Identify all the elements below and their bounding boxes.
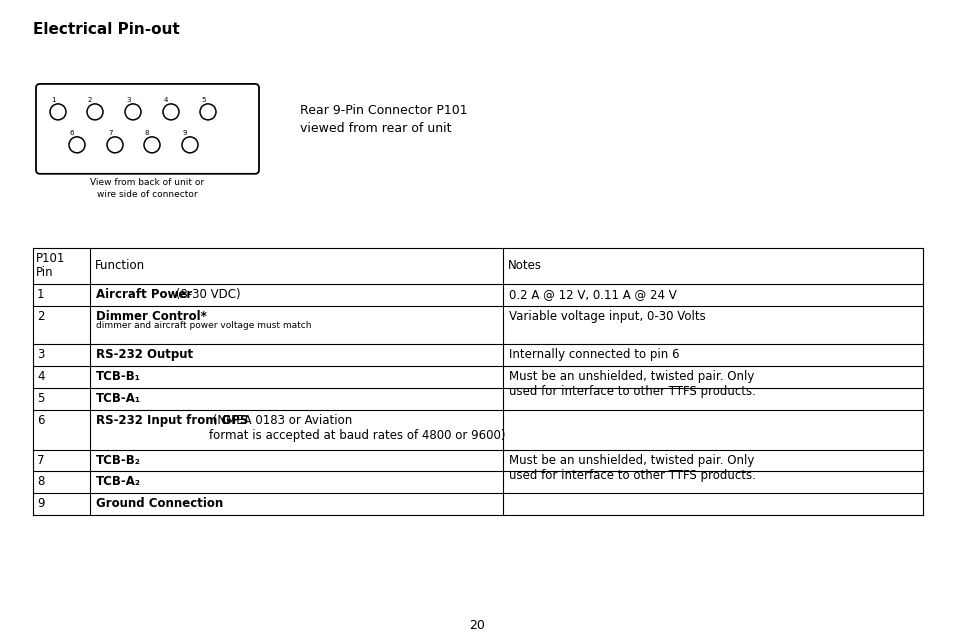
Text: (NMEA 0183 or Aviation
format is accepted at baud rates of 4800 or 9600): (NMEA 0183 or Aviation format is accepte… <box>209 413 505 441</box>
Text: TCB-A₁: TCB-A₁ <box>96 392 141 404</box>
Text: Aircraft Power: Aircraft Power <box>96 287 193 301</box>
Text: 1: 1 <box>37 287 45 301</box>
Text: Pin: Pin <box>36 266 53 279</box>
Text: Internally connected to pin 6: Internally connected to pin 6 <box>509 348 679 361</box>
Text: 0.2 A @ 12 V, 0.11 A @ 24 V: 0.2 A @ 12 V, 0.11 A @ 24 V <box>509 287 676 301</box>
Text: Notes: Notes <box>507 259 541 272</box>
Text: P101: P101 <box>36 252 66 265</box>
Text: 3: 3 <box>126 97 131 103</box>
Text: TCB-B₁: TCB-B₁ <box>96 370 141 383</box>
Text: 6: 6 <box>37 413 45 427</box>
Circle shape <box>69 137 85 153</box>
Text: RS-232 Input from GPS: RS-232 Input from GPS <box>96 413 248 427</box>
Circle shape <box>163 104 179 120</box>
Text: 20: 20 <box>469 619 484 632</box>
Circle shape <box>107 137 123 153</box>
Text: 9: 9 <box>183 130 188 136</box>
Text: Rear 9-Pin Connector P101: Rear 9-Pin Connector P101 <box>299 104 467 117</box>
Text: Function: Function <box>95 259 145 272</box>
Text: 7: 7 <box>108 130 112 136</box>
Text: 7: 7 <box>37 453 45 467</box>
Text: 6: 6 <box>70 130 74 136</box>
Text: 2: 2 <box>37 310 45 322</box>
Text: Must be an unshielded, twisted pair. Only
used for interface to other TTFS produ: Must be an unshielded, twisted pair. Onl… <box>509 370 755 398</box>
Circle shape <box>87 104 103 120</box>
Text: TCB-B₂: TCB-B₂ <box>96 453 141 467</box>
Text: viewed from rear of unit: viewed from rear of unit <box>299 122 451 135</box>
Text: Variable voltage input, 0-30 Volts: Variable voltage input, 0-30 Volts <box>509 310 705 322</box>
Text: Dimmer Control*: Dimmer Control* <box>96 310 207 322</box>
Text: wire side of connector: wire side of connector <box>97 190 197 199</box>
Text: TCB-A₂: TCB-A₂ <box>96 476 141 488</box>
Text: 2: 2 <box>88 97 92 103</box>
Text: (8-30 VDC): (8-30 VDC) <box>172 287 240 301</box>
Text: Ground Connection: Ground Connection <box>96 497 223 511</box>
Text: dimmer and aircraft power voltage must match: dimmer and aircraft power voltage must m… <box>96 321 312 330</box>
Circle shape <box>182 137 198 153</box>
Text: 5: 5 <box>201 97 205 103</box>
Text: View from back of unit or: View from back of unit or <box>91 178 204 187</box>
Text: 4: 4 <box>37 370 45 383</box>
Text: 1: 1 <box>51 97 55 103</box>
Text: 9: 9 <box>37 497 45 511</box>
Circle shape <box>144 137 160 153</box>
Text: Must be an unshielded, twisted pair. Only
used for interface to other TTFS produ: Must be an unshielded, twisted pair. Onl… <box>509 453 755 481</box>
Text: 5: 5 <box>37 392 45 404</box>
Circle shape <box>200 104 215 120</box>
Text: 8: 8 <box>145 130 150 136</box>
FancyBboxPatch shape <box>36 84 258 174</box>
Text: 4: 4 <box>164 97 168 103</box>
Text: 8: 8 <box>37 476 45 488</box>
Text: 3: 3 <box>37 348 45 361</box>
Text: Electrical Pin-out: Electrical Pin-out <box>33 22 179 37</box>
Circle shape <box>50 104 66 120</box>
Text: RS-232 Output: RS-232 Output <box>96 348 193 361</box>
Circle shape <box>125 104 141 120</box>
